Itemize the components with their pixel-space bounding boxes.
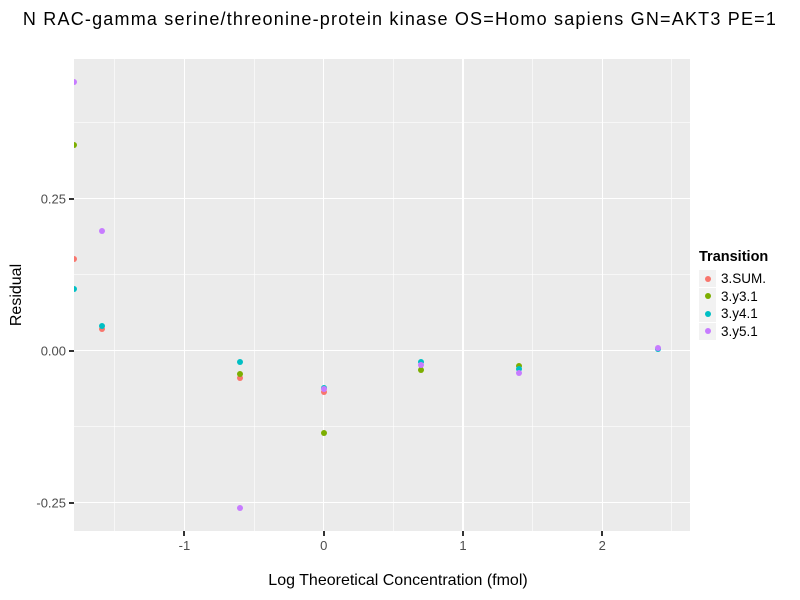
- x-axis-tick: [601, 531, 604, 536]
- data-point: [237, 375, 244, 382]
- legend-key: [699, 322, 716, 340]
- data-point: [237, 505, 244, 512]
- x-tick-label: 0: [320, 538, 328, 553]
- data-point: [99, 325, 106, 332]
- legend-item-label: 3.y5.1: [721, 323, 758, 339]
- x-major-gridline: [183, 59, 186, 531]
- x-minor-gridline: [392, 59, 394, 531]
- x-tick-label: 2: [598, 538, 606, 553]
- data-point: [320, 429, 327, 436]
- y-major-gridline: [74, 197, 690, 200]
- legend-key: [699, 305, 716, 322]
- x-major-gridline: [322, 59, 325, 531]
- legend-item: 3.y5.1: [699, 322, 768, 340]
- data-point: [99, 228, 106, 235]
- y-major-gridline: [74, 349, 690, 352]
- data-point: [515, 369, 522, 376]
- legend-key: [699, 287, 716, 305]
- legend-items: 3.SUM. 3.y3.1 3.y4.1 3.y5.1: [699, 270, 768, 340]
- x-minor-gridline: [532, 59, 534, 531]
- legend-dot-icon: [704, 275, 711, 282]
- legend-title: Transition: [699, 249, 769, 265]
- data-point: [74, 285, 78, 292]
- x-minor-gridline: [114, 59, 116, 531]
- chart-title: N RAC-gamma serine/threonine-protein kin…: [22, 9, 778, 29]
- x-axis-tick: [461, 531, 464, 536]
- plot-panel: [74, 59, 690, 531]
- y-axis-tick: [69, 197, 74, 200]
- y-major-gridline: [74, 501, 690, 504]
- y-minor-gridline: [74, 122, 690, 124]
- legend-item: 3.y4.1: [699, 305, 768, 322]
- legend-dot-icon: [704, 293, 711, 299]
- y-minor-gridline: [74, 426, 690, 428]
- legend-dot-icon: [704, 328, 711, 334]
- data-point: [74, 142, 78, 149]
- x-major-gridline: [462, 59, 464, 531]
- x-axis-title: Log Theoretical Concentration (fmol): [268, 572, 528, 589]
- x-major-gridline: [601, 59, 604, 531]
- y-axis-tick: [69, 349, 74, 352]
- data-point: [418, 358, 425, 365]
- legend-dot-icon: [704, 310, 711, 317]
- y-axis-title: Residual: [8, 263, 25, 327]
- legend-item: 3.SUM.: [699, 270, 768, 287]
- y-axis-tick: [69, 501, 74, 504]
- data-point: [237, 370, 244, 377]
- data-point: [237, 359, 244, 366]
- legend-item-label: 3.y4.1: [721, 306, 758, 321]
- y-tick-label: -0.25: [36, 495, 66, 511]
- data-point: [655, 345, 662, 352]
- x-axis-tick: [322, 531, 325, 536]
- data-point: [418, 361, 425, 368]
- legend-item: 3.y3.1: [699, 287, 768, 305]
- data-point: [74, 255, 78, 262]
- x-axis-tick: [183, 531, 186, 536]
- x-tick-label: -1: [178, 538, 191, 553]
- data-point: [418, 366, 425, 373]
- legend-key: [699, 270, 716, 287]
- legend-item-label: 3.y3.1: [721, 288, 758, 304]
- y-tick-label: 0.00: [40, 343, 66, 359]
- y-tick-label: 0.25: [40, 191, 66, 207]
- data-point: [320, 385, 327, 392]
- data-point: [99, 322, 106, 329]
- legend: Transition 3.SUM. 3.y3.1 3.y4.1 3.y5.1: [699, 249, 768, 340]
- x-tick-label: 1: [459, 538, 467, 553]
- y-minor-gridline: [74, 274, 690, 276]
- x-minor-gridline: [671, 59, 673, 531]
- legend-item-label: 3.SUM.: [721, 271, 767, 286]
- x-minor-gridline: [253, 59, 255, 531]
- data-point: [515, 365, 522, 372]
- data-point: [74, 78, 78, 85]
- data-point: [320, 389, 327, 395]
